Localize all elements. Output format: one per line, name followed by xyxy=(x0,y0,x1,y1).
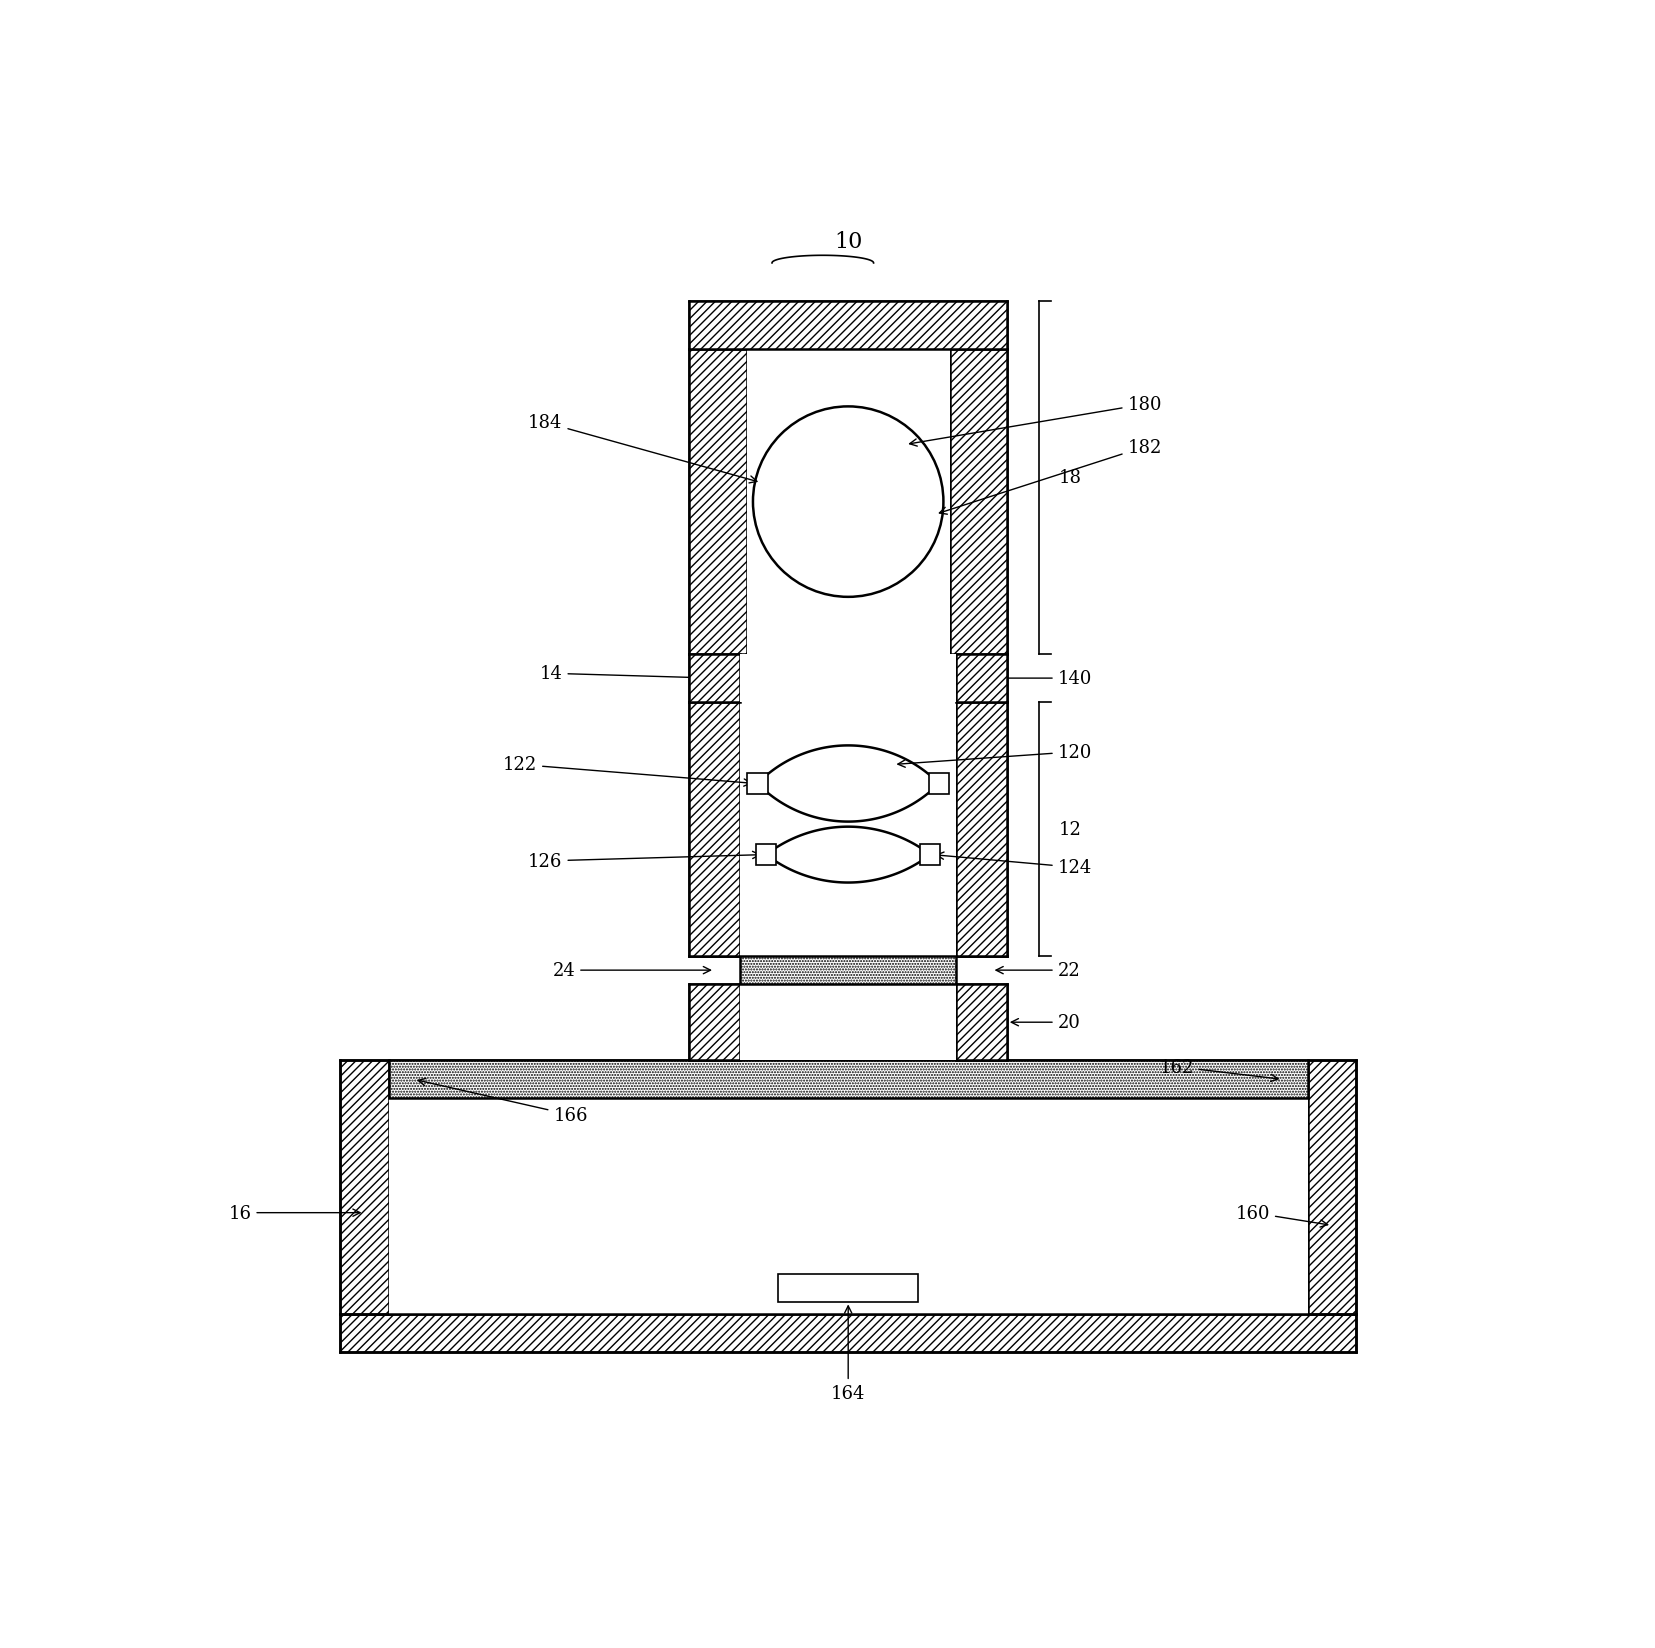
Text: 126: 126 xyxy=(528,852,760,870)
Bar xyxy=(740,654,957,702)
Bar xyxy=(957,654,1006,702)
Bar xyxy=(341,1315,1355,1353)
Text: 20: 20 xyxy=(1011,1014,1081,1032)
Bar xyxy=(740,956,957,984)
Bar xyxy=(740,702,957,956)
Text: 182: 182 xyxy=(940,438,1162,514)
Text: 140: 140 xyxy=(986,669,1092,687)
Bar xyxy=(950,349,1006,654)
Bar xyxy=(756,845,776,865)
Text: 18: 18 xyxy=(1059,470,1082,488)
Text: 122: 122 xyxy=(503,756,751,786)
Bar xyxy=(389,1061,1307,1099)
Bar xyxy=(389,1099,1307,1315)
Bar xyxy=(1307,1061,1355,1315)
Text: 184: 184 xyxy=(528,414,756,483)
Text: 24: 24 xyxy=(553,961,710,979)
Text: 160: 160 xyxy=(1235,1205,1327,1228)
Text: 162: 162 xyxy=(1158,1058,1278,1081)
Bar xyxy=(748,775,768,794)
Text: 16: 16 xyxy=(228,1205,361,1221)
Bar xyxy=(778,1274,919,1302)
Text: 22: 22 xyxy=(996,961,1081,979)
Text: 10: 10 xyxy=(834,231,862,254)
Text: 120: 120 xyxy=(899,743,1092,768)
Text: 14: 14 xyxy=(540,664,710,682)
Bar xyxy=(746,349,950,654)
Text: 180: 180 xyxy=(910,396,1162,447)
Bar xyxy=(957,984,1006,1061)
Bar xyxy=(341,1061,389,1315)
Bar xyxy=(690,984,740,1061)
Text: 166: 166 xyxy=(419,1079,588,1124)
Bar xyxy=(690,702,740,956)
Bar xyxy=(690,349,746,654)
Bar xyxy=(740,984,957,1061)
Bar xyxy=(928,775,948,794)
Bar xyxy=(690,302,1006,349)
Bar xyxy=(690,654,740,702)
Text: 12: 12 xyxy=(1059,821,1082,839)
Bar xyxy=(957,702,1006,956)
Bar xyxy=(920,845,940,865)
Text: 164: 164 xyxy=(831,1307,866,1402)
Text: 124: 124 xyxy=(937,852,1092,877)
